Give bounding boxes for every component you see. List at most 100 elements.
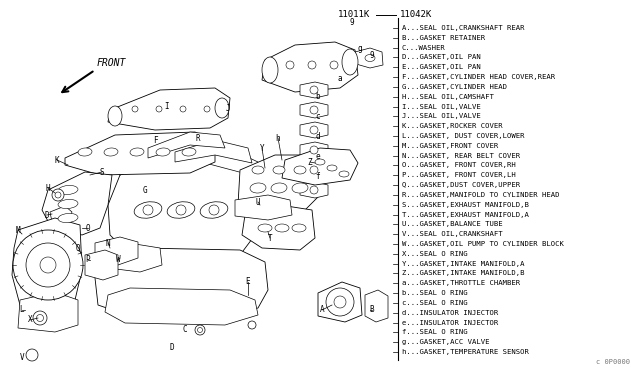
Text: N: N [106, 238, 110, 247]
Polygon shape [12, 218, 82, 310]
Ellipse shape [258, 224, 272, 232]
Circle shape [195, 325, 205, 335]
Ellipse shape [104, 148, 118, 156]
Polygon shape [318, 282, 362, 322]
Circle shape [143, 205, 153, 215]
Polygon shape [50, 206, 72, 222]
Text: D...GASKET,OIL PAN: D...GASKET,OIL PAN [402, 54, 481, 61]
Text: K: K [54, 155, 60, 164]
Circle shape [52, 189, 64, 201]
Circle shape [326, 288, 354, 316]
Ellipse shape [273, 166, 285, 174]
Text: c 0P0000: c 0P0000 [596, 359, 630, 365]
Circle shape [310, 186, 318, 194]
Text: b...SEAL O RING: b...SEAL O RING [402, 290, 468, 296]
Circle shape [209, 205, 219, 215]
Text: N...GASKET, REAR BELT COVER: N...GASKET, REAR BELT COVER [402, 153, 520, 158]
Text: S...GASKET,EXHAUST MANIFOLD,B: S...GASKET,EXHAUST MANIFOLD,B [402, 202, 529, 208]
Text: h: h [276, 134, 280, 142]
Polygon shape [95, 237, 138, 265]
Ellipse shape [342, 49, 358, 75]
Text: c: c [316, 112, 320, 121]
Ellipse shape [292, 183, 308, 193]
Text: d...INSULATOR INJECTOR: d...INSULATOR INJECTOR [402, 310, 499, 316]
Text: T...GASKET,EXHAUST MANIFOLD,A: T...GASKET,EXHAUST MANIFOLD,A [402, 212, 529, 218]
Text: 11011K: 11011K [338, 10, 371, 19]
Polygon shape [108, 88, 230, 130]
Ellipse shape [167, 202, 195, 218]
Text: a...GASKET,THROTTLE CHAMBER: a...GASKET,THROTTLE CHAMBER [402, 280, 520, 286]
Text: L: L [20, 305, 24, 314]
Text: Q: Q [76, 244, 80, 253]
Text: S: S [100, 167, 104, 176]
Ellipse shape [215, 98, 229, 118]
Circle shape [180, 106, 186, 112]
Polygon shape [282, 148, 358, 185]
Text: b: b [316, 92, 320, 100]
Text: g...GASKET,ACC VALVE: g...GASKET,ACC VALVE [402, 339, 490, 345]
Polygon shape [95, 248, 268, 318]
Circle shape [176, 205, 186, 215]
Text: h...GASKET,TEMPERATURE SENSOR: h...GASKET,TEMPERATURE SENSOR [402, 349, 529, 355]
Polygon shape [118, 148, 260, 175]
Text: O...GASKET, FRONT COVER,RH: O...GASKET, FRONT COVER,RH [402, 163, 516, 169]
Text: U: U [256, 198, 260, 206]
Text: R...GASKET,MANIFOLD TO CYLINDER HEAD: R...GASKET,MANIFOLD TO CYLINDER HEAD [402, 192, 559, 198]
Polygon shape [300, 162, 328, 178]
Ellipse shape [78, 148, 92, 156]
Text: V...SEAL OIL,CRANKSHAFT: V...SEAL OIL,CRANKSHAFT [402, 231, 502, 237]
Circle shape [40, 257, 56, 273]
Polygon shape [242, 205, 315, 250]
Text: 11042K: 11042K [400, 10, 432, 19]
Polygon shape [238, 155, 325, 215]
Circle shape [198, 327, 202, 333]
Text: M: M [16, 225, 20, 234]
Text: W...GASKET,OIL PUMP TO CYLINDER BLOCK: W...GASKET,OIL PUMP TO CYLINDER BLOCK [402, 241, 564, 247]
Polygon shape [108, 155, 265, 270]
Ellipse shape [292, 224, 306, 232]
Text: a: a [338, 74, 342, 83]
Ellipse shape [156, 148, 170, 156]
Polygon shape [18, 292, 78, 332]
Polygon shape [105, 288, 258, 325]
Ellipse shape [200, 202, 228, 218]
Text: 9: 9 [349, 17, 355, 26]
Text: W: W [116, 256, 120, 264]
Circle shape [310, 106, 318, 114]
Text: F: F [153, 135, 157, 144]
Text: E...GASKET,OIL PAN: E...GASKET,OIL PAN [402, 64, 481, 70]
Polygon shape [175, 140, 252, 163]
Text: FRONT: FRONT [97, 58, 126, 68]
Text: I...SEAL OIL,VALVE: I...SEAL OIL,VALVE [402, 103, 481, 109]
Circle shape [330, 61, 338, 69]
Circle shape [286, 61, 294, 69]
Text: g: g [358, 44, 362, 52]
Ellipse shape [58, 199, 78, 209]
Text: Z: Z [308, 157, 312, 167]
Polygon shape [300, 82, 328, 98]
Text: V: V [20, 353, 24, 362]
Ellipse shape [339, 171, 349, 177]
Ellipse shape [294, 166, 306, 174]
Circle shape [310, 86, 318, 94]
Text: e...INSULATOR INJECTOR: e...INSULATOR INJECTOR [402, 320, 499, 326]
Circle shape [334, 296, 346, 308]
Text: X: X [28, 315, 32, 324]
Ellipse shape [327, 165, 337, 171]
Polygon shape [300, 122, 328, 138]
Circle shape [310, 166, 318, 174]
Circle shape [248, 321, 256, 329]
Text: F...GASKET,CYLINDER HEAD COVER,REAR: F...GASKET,CYLINDER HEAD COVER,REAR [402, 74, 555, 80]
Ellipse shape [108, 106, 122, 126]
Polygon shape [148, 132, 225, 158]
Text: G: G [143, 186, 147, 195]
Text: X...SEAL O RING: X...SEAL O RING [402, 251, 468, 257]
Circle shape [33, 311, 47, 325]
Circle shape [26, 243, 70, 287]
Circle shape [26, 349, 38, 361]
Ellipse shape [130, 148, 144, 156]
Polygon shape [300, 142, 328, 158]
Circle shape [55, 192, 61, 198]
Text: J...SEAL OIL,VALVE: J...SEAL OIL,VALVE [402, 113, 481, 119]
Polygon shape [108, 244, 162, 272]
